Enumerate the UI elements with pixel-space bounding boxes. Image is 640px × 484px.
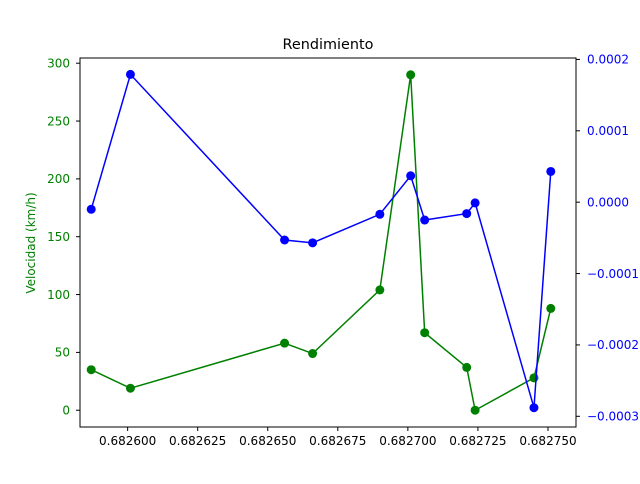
right-y-tick-label: 0.0001	[587, 124, 629, 138]
series-right-point	[86, 204, 96, 214]
series-right-point	[470, 198, 480, 208]
series-left-point	[308, 349, 318, 359]
left-y-tick-label: 0	[62, 404, 70, 418]
series-left-point	[86, 365, 96, 375]
series-left-point	[546, 303, 556, 313]
series-left-line	[90, 74, 552, 412]
series-right-line	[90, 72, 552, 408]
right-y-tick-label: 0.0000	[587, 195, 629, 209]
right-y-tick-label: −0.0003	[587, 410, 639, 424]
series-left-point	[470, 405, 480, 415]
left-y-tick-label: 100	[47, 288, 70, 302]
left-y-tick-label: 50	[55, 346, 70, 360]
right-y-tick-label: −0.0001	[587, 267, 639, 281]
series-right-point	[406, 171, 416, 181]
chart-title: Rendimiento	[283, 37, 374, 53]
x-tick-label: 0.682750	[519, 434, 576, 448]
left-y-tick-label: 300	[47, 57, 70, 71]
series-left-point	[462, 362, 472, 372]
left-y-tick-label: 150	[47, 230, 70, 244]
series-right-point	[462, 209, 472, 219]
series-left-point	[529, 373, 539, 383]
series-right-point	[529, 403, 539, 413]
series-left-point	[406, 70, 416, 80]
series-left-point	[420, 328, 430, 338]
left-y-tick-label: 200	[47, 172, 70, 186]
plot-frame	[79, 57, 577, 428]
series-right-point	[280, 235, 290, 245]
series-right-point	[308, 238, 318, 248]
right-y-tick-label: −0.0002	[587, 338, 639, 352]
series-left-point	[125, 383, 135, 393]
series-left-point	[375, 285, 385, 295]
series-right-point	[375, 209, 385, 219]
x-tick-label: 0.682600	[99, 434, 156, 448]
x-tick-label: 0.682700	[379, 434, 436, 448]
right-y-tick-label: 0.0002	[587, 53, 629, 67]
series-right-point	[125, 69, 135, 79]
x-tick-label: 0.682625	[169, 434, 226, 448]
series-right-point	[420, 215, 430, 225]
left-y-tick-label: 250	[47, 114, 70, 128]
series-right-point	[546, 166, 556, 176]
left-axis-label: Velocidad (km/h)	[24, 192, 38, 293]
x-tick-label: 0.682675	[309, 434, 366, 448]
x-tick-label: 0.682650	[239, 434, 296, 448]
series-left-point	[280, 338, 290, 348]
plot-area: 0.682600 0.682625 0.682650 0.682675 0.682700…	[47, 53, 639, 448]
x-tick-label: 0.682725	[449, 434, 506, 448]
